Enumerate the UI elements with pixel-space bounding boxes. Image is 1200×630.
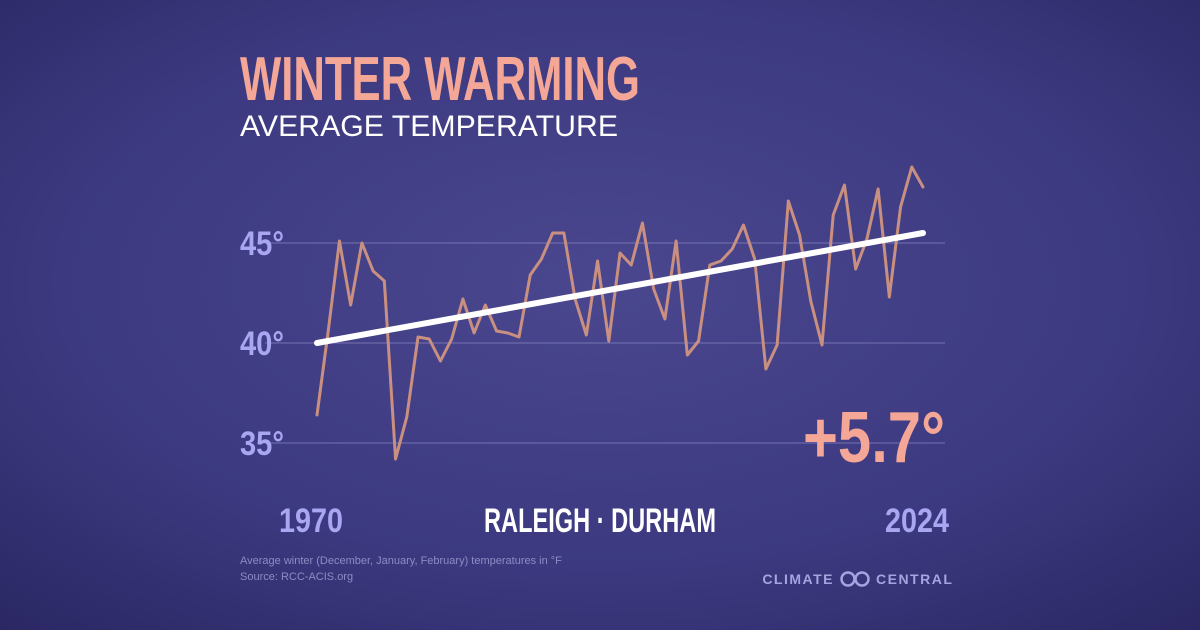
x-tick-label: 1970 (279, 502, 343, 540)
x-tick-label: 2024 (885, 502, 949, 540)
logo-text: CENTRAL (876, 571, 953, 587)
logo-icon (840, 571, 870, 587)
chart-subtitle: AVERAGE TEMPERATURE (240, 110, 618, 143)
data-line (315, 165, 925, 461)
logo-text: CLIMATE (762, 571, 834, 587)
footnote: Average winter (December, January, Febru… (240, 555, 562, 567)
plot-area: 35° 40° 45° 1970 2024 (240, 165, 949, 540)
chart-title: WINTER WARMING (240, 45, 640, 114)
annotation: +5.7° (803, 398, 945, 478)
y-tick-label: 45° (240, 225, 284, 263)
y-tick-label: 40° (240, 325, 284, 363)
footnote: Source: RCC-ACIS.org (240, 571, 353, 583)
y-tick-label: 35° (240, 425, 284, 463)
data-line (314, 230, 926, 346)
location-label: RALEIGH · DURHAM (484, 502, 716, 540)
